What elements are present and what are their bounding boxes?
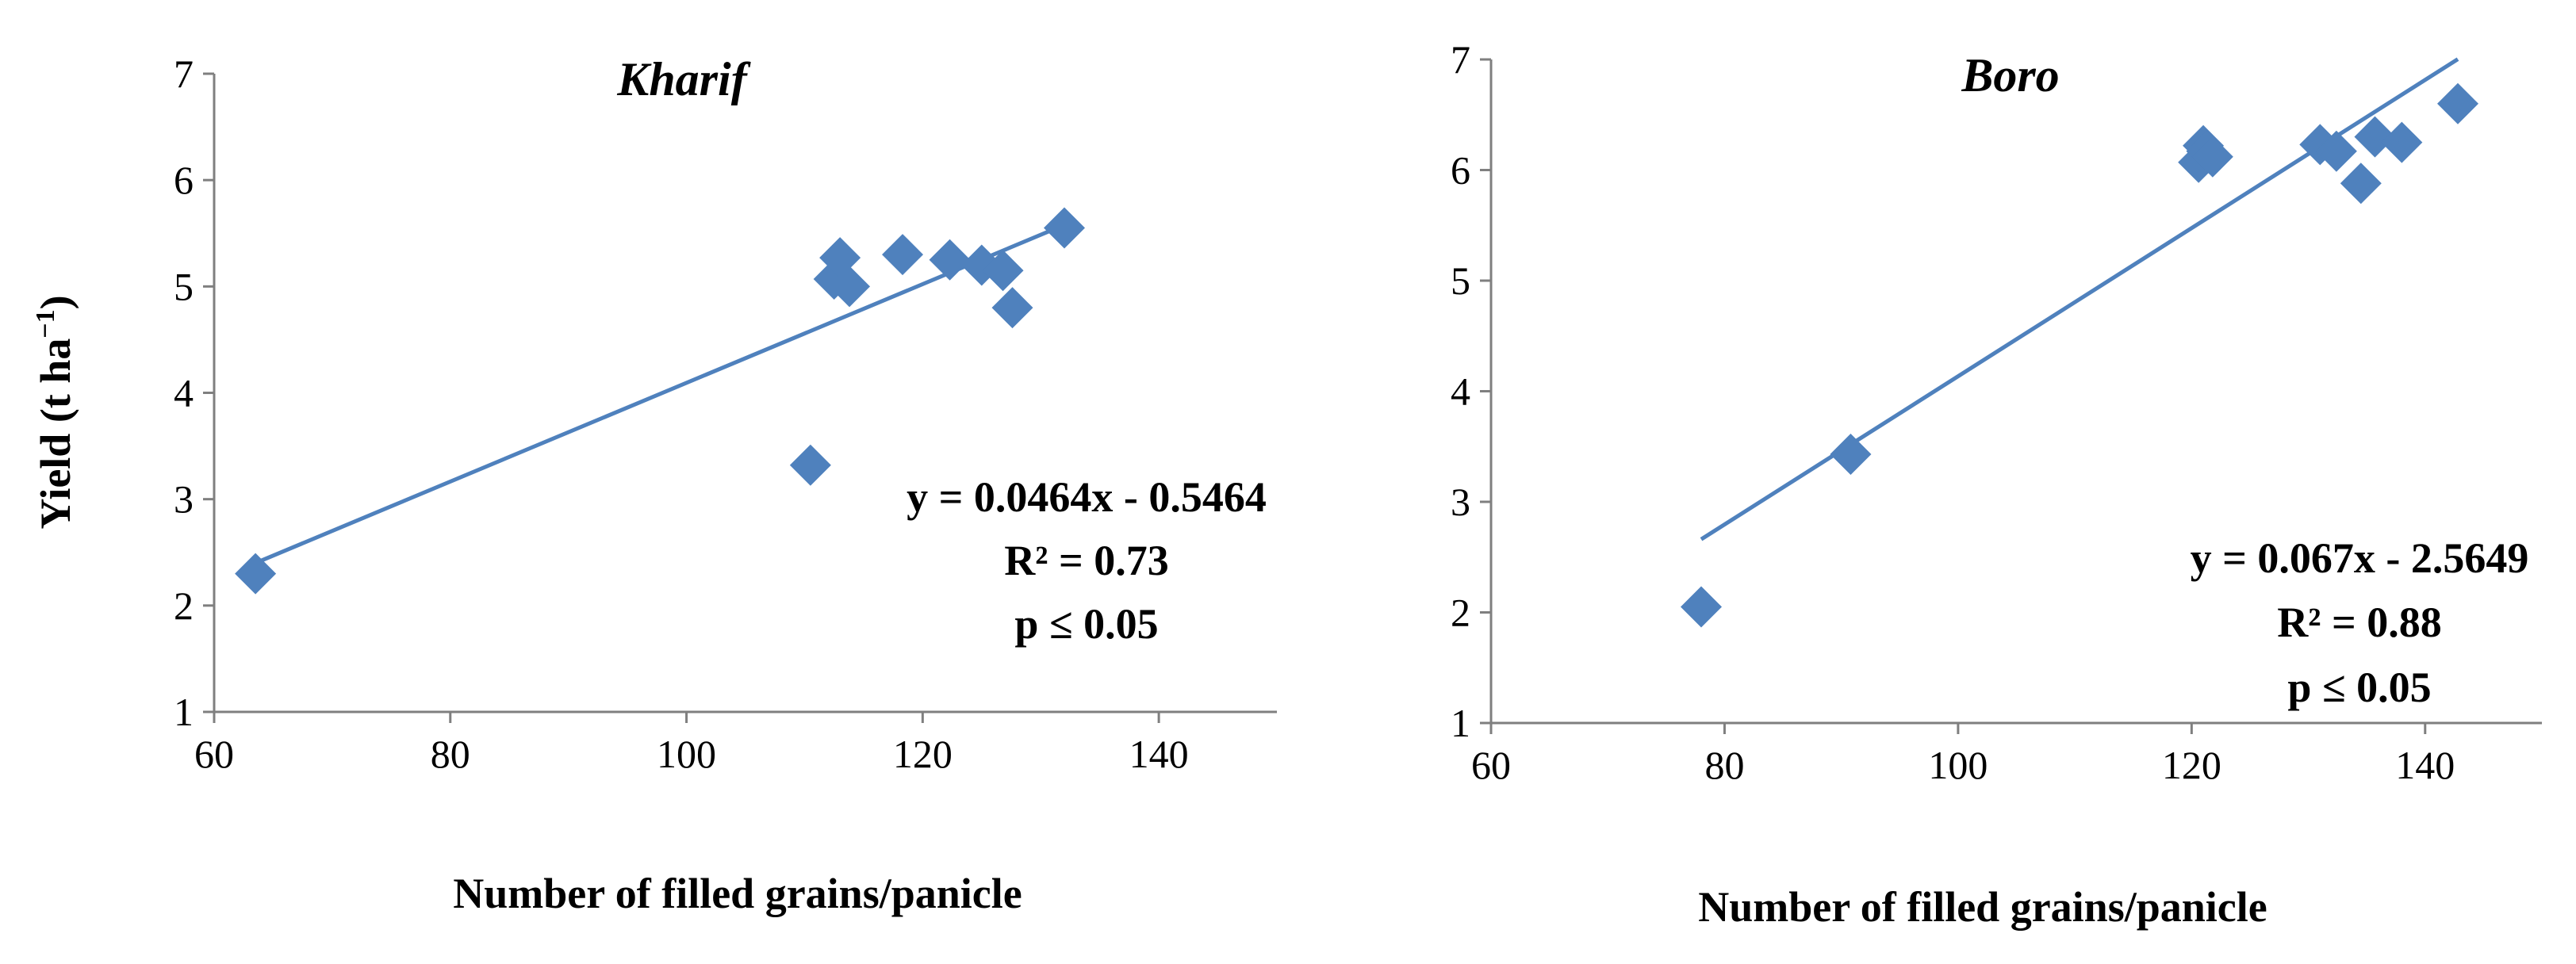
trendline [1700,57,2459,541]
y-tick-label: 5 [174,264,194,308]
data-point [829,266,871,308]
y-tick-label: 7 [1451,37,1470,82]
y-axis-title: Yield (t ha−1) [31,295,79,529]
x-tick-label: 60 [1471,743,1511,787]
data-point [982,250,1024,292]
data-point [1830,434,1872,476]
y-tick-label: 3 [1451,480,1470,524]
y-tick-label: 2 [174,583,194,628]
x-tick-label: 140 [1129,732,1189,776]
x-tick-label: 100 [1928,743,1988,787]
y-tick-label: 6 [174,158,194,202]
data-point [991,287,1033,329]
x-tick-label: 120 [893,732,953,776]
data-point [929,239,971,281]
regression-annotation: R² = 0.88 [2277,599,2441,646]
x-axis-title: Number of filled grains/panicle [453,870,1022,917]
x-tick-label: 140 [2395,743,2455,787]
y-tick-label: 1 [174,690,194,734]
data-point [2191,136,2233,178]
y-tick-label: 3 [174,477,194,522]
y-tick-label: 4 [174,371,194,415]
data-point [2354,116,2396,158]
y-axis-title-close: ) [32,295,79,309]
chart-title: Kharif [616,53,750,105]
y-tick-label: 6 [1451,148,1470,193]
x-tick-label: 60 [194,732,234,776]
x-tick-label: 80 [1704,743,1744,787]
data-point [2437,82,2478,124]
chart-boro: 1 2 3 4 5 6 7 60 80 100 120 140 Boro Number of filled… [1451,37,2542,931]
regression-annotation: y = 0.0464x - 0.5464 [907,473,1267,521]
x-tick-label: 100 [657,732,716,776]
data-point [2315,130,2357,172]
trendline [255,223,1065,565]
regression-annotation: p ≤ 0.05 [1014,600,1158,648]
y-tick-label: 5 [1451,258,1470,303]
y-tick-label: 7 [174,52,194,96]
chart-kharif: 1 2 3 4 5 6 7 60 80 100 120 140 Kharif Number of fill… [174,52,1277,917]
y-tick-label: 1 [1451,701,1470,745]
x-tick-label: 120 [2162,743,2221,787]
data-point [235,553,277,595]
data-point [1681,586,1722,628]
y-axis-title-main: Yield (t ha [32,339,79,530]
y-axis-title-superscript: −1 [31,309,60,338]
data-point [2340,163,2382,205]
x-axis-title: Number of filled grains/panicle [1698,883,2267,931]
x-tick-label: 80 [431,732,470,776]
data-point [1044,207,1085,249]
regression-annotation: y = 0.067x - 2.5649 [2191,534,2529,582]
regression-annotation: R² = 0.73 [1004,537,1168,584]
chart-title: Boro [1961,49,2059,101]
y-tick-label: 2 [1451,591,1470,635]
regression-annotation: p ≤ 0.05 [2287,664,2431,711]
y-tick-label: 4 [1451,369,1470,414]
data-point [2381,121,2423,163]
data-point [882,234,924,276]
data-point [789,444,831,486]
